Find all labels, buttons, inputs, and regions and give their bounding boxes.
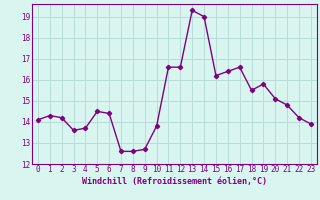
X-axis label: Windchill (Refroidissement éolien,°C): Windchill (Refroidissement éolien,°C) (82, 177, 267, 186)
